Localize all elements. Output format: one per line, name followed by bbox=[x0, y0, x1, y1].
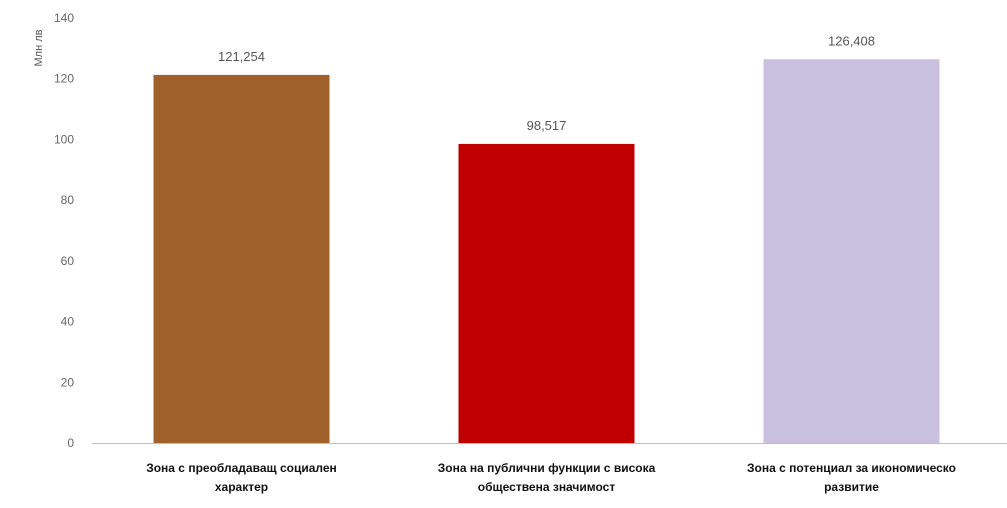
data-labels: 121,254 98,517 126,408 bbox=[218, 33, 875, 133]
y-tick-label: 0 bbox=[67, 436, 74, 450]
y-axis: 0 20 40 60 80 100 120 140 bbox=[54, 11, 74, 450]
data-label: 121,254 bbox=[218, 49, 265, 64]
y-tick-label: 80 bbox=[61, 193, 75, 207]
y-tick-label: 40 bbox=[61, 315, 75, 329]
bar bbox=[763, 59, 940, 444]
bar bbox=[153, 74, 330, 443]
data-label: 126,408 bbox=[828, 33, 875, 48]
y-tick-label: 100 bbox=[54, 132, 74, 146]
category-label: Зона на публични функции с висока bbox=[438, 461, 656, 475]
bars bbox=[153, 59, 940, 444]
data-label: 98,517 bbox=[527, 118, 567, 133]
category-label: развитие bbox=[824, 480, 879, 494]
category-label: обществена значимост bbox=[478, 480, 616, 494]
y-tick-label: 140 bbox=[54, 11, 74, 25]
y-tick-label: 60 bbox=[61, 254, 75, 268]
category-label: Зона с потенциал за икономическо bbox=[747, 461, 956, 475]
y-axis-title: Млн лв bbox=[33, 29, 45, 66]
y-tick-label: 20 bbox=[61, 375, 75, 389]
category-label: Зона с преобладаващ социален bbox=[146, 461, 337, 475]
y-tick-label: 120 bbox=[54, 72, 74, 86]
category-label: характер bbox=[215, 480, 268, 494]
x-axis: Зона с преобладаващ социален характер Зона… bbox=[92, 443, 1007, 494]
bar bbox=[458, 143, 635, 443]
